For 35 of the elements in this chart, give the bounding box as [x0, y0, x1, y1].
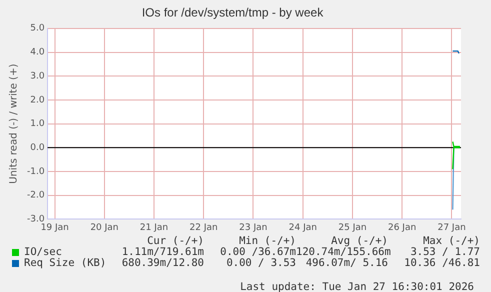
- text: 496.07m/ 5.16: [304, 257, 388, 269]
- y-tick-label: 0.0: [30, 142, 45, 153]
- text: Max (-/+): [422, 235, 480, 247]
- text: Min (-/+): [238, 235, 296, 247]
- y-tick-label: 2.0: [30, 95, 45, 106]
- text: Cur (-/+): [146, 235, 204, 247]
- text: Avg (-/+): [330, 235, 388, 247]
- text: 0.00 / 3.53: [225, 257, 296, 269]
- chart-title: IOs for /dev/system/tmp - by week: [142, 6, 324, 20]
- y-tick-label: 3.0: [30, 71, 45, 82]
- x-tick-label: 24 Jan: [288, 222, 317, 233]
- y-tick-label: -1.0: [27, 166, 45, 177]
- y-tick-label: -3.0: [27, 214, 45, 225]
- x-tick-label: 23 Jan: [239, 222, 268, 233]
- text: 680.39m/12.80: [120, 257, 204, 269]
- x-tick-label: 25 Jan: [338, 222, 367, 233]
- legend-label: Req Size (KB): [23, 257, 108, 269]
- x-tick-label: 22 Jan: [190, 222, 218, 233]
- text: 120.74m/155.66m: [296, 246, 391, 258]
- text: Last update: Tue Jan 27 16:30:01 2026: [239, 281, 474, 292]
- y-tick-label: 4.0: [30, 48, 45, 58]
- text: 0.00 /36.67m: [219, 246, 296, 258]
- text: 1.11m/719.61m: [120, 246, 204, 258]
- text: 3.53 / 1.77: [410, 246, 480, 258]
- x-tick-label: 26 Jan: [388, 222, 416, 233]
- legend-label: IO/sec: [23, 246, 63, 258]
- y-tick-label: 5.0: [30, 24, 45, 34]
- x-tick-label: 27 Jan: [438, 222, 466, 233]
- y-tick-label: -2.0: [27, 190, 45, 201]
- x-tick-label: 20 Jan: [90, 222, 118, 233]
- text: 10.36 /46.81: [403, 257, 480, 269]
- x-tick-label: 19 Jan: [40, 222, 69, 233]
- y-axis-title: Units read (-) / write (+): [8, 64, 20, 184]
- y-tick-label: 1.0: [30, 119, 45, 130]
- x-tick-label: 21 Jan: [140, 222, 168, 233]
